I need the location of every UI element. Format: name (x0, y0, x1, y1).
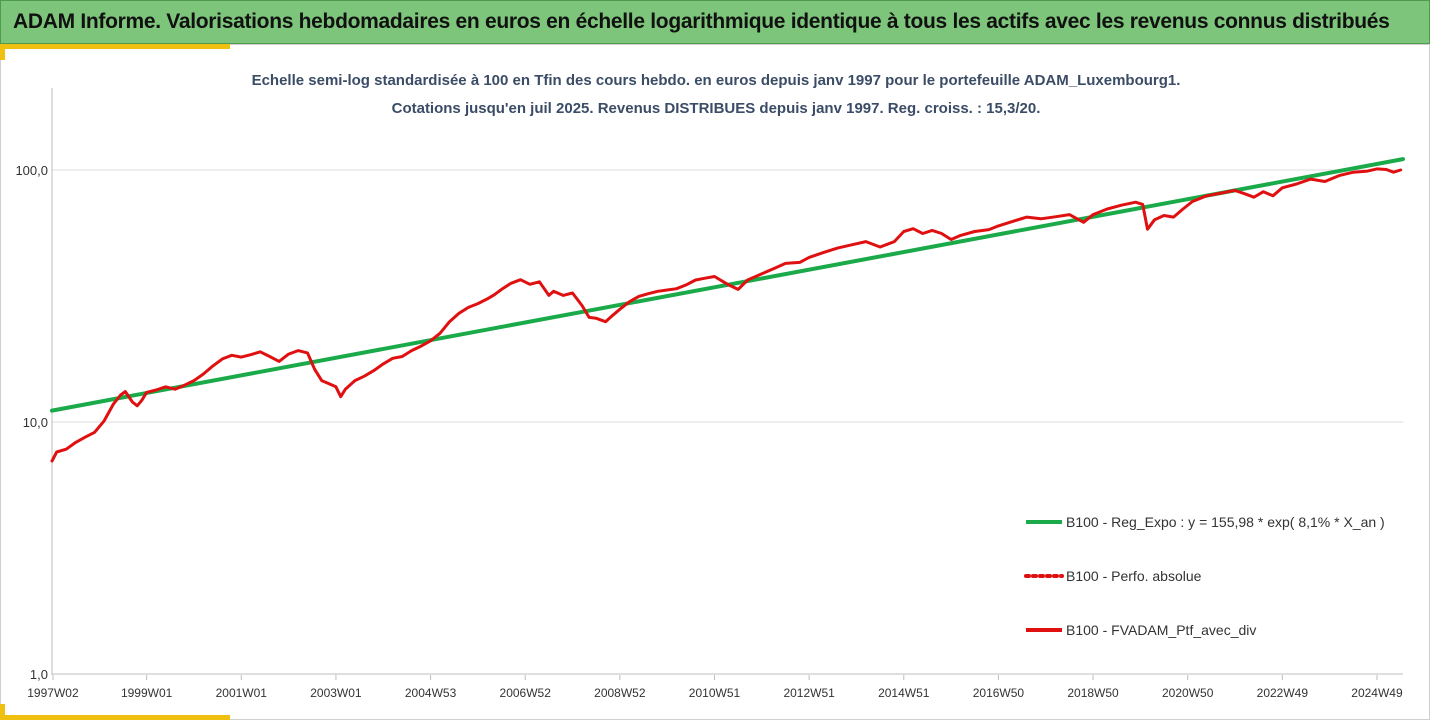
legend-label: B100 - Reg_Expo : y = 155,98 * exp( 8,1%… (1066, 514, 1385, 530)
x-axis-ticks: 1997W02 1999W01 2001W01 2003W01 2004W53 2006W… (27, 675, 1403, 700)
x-tick-label: 2001W01 (216, 686, 268, 700)
y-tick-label: 100,0 (15, 163, 48, 178)
legend-label: B100 - Perfo. absolue (1066, 568, 1202, 584)
x-tick-label: 1997W02 (27, 686, 79, 700)
x-tick-label: 2012W51 (783, 686, 835, 700)
x-tick-label: 2008W52 (594, 686, 646, 700)
chart-legend: B100 - Reg_Expo : y = 155,98 * exp( 8,1%… (1024, 514, 1385, 638)
chart-series (50, 157, 1405, 463)
report-title: ADAM Informe. Valorisations hebdomadaire… (13, 10, 1390, 33)
x-tick-label: 1999W01 (121, 686, 173, 700)
chart-title-line-1: Echelle semi-log standardisée à 100 en T… (251, 72, 1181, 89)
report-banner: ADAM Informe. Valorisations hebdomadaire… (0, 0, 1430, 44)
y-tick-label: 10,0 (23, 415, 48, 430)
x-tick-label: 2010W51 (689, 686, 741, 700)
x-tick-label: 2006W52 (500, 686, 552, 700)
x-tick-label: 2004W53 (405, 686, 457, 700)
x-tick-label: 2020W50 (1162, 686, 1214, 700)
accent-corner-top-left (0, 44, 230, 60)
y-axis-ticks: 1,0 10,0 100,0 (15, 163, 48, 682)
x-tick-label: 2003W01 (310, 686, 362, 700)
portfolio-line (50, 167, 1403, 463)
x-tick-label: 2022W49 (1257, 686, 1309, 700)
y-tick-label: 1,0 (30, 667, 48, 682)
accent-corner-bottom-left (0, 704, 230, 720)
chart-title-line-2: Cotations jusqu'en juil 2025. Revenus DI… (391, 100, 1041, 117)
chart-gridlines (51, 88, 1403, 675)
x-tick-label: 2024W49 (1351, 686, 1403, 700)
x-tick-label: 2018W50 (1067, 686, 1119, 700)
legend-label: B100 - FVADAM_Ptf_avec_div (1066, 622, 1256, 638)
x-tick-label: 2016W50 (973, 686, 1025, 700)
x-tick-label: 2014W51 (878, 686, 930, 700)
